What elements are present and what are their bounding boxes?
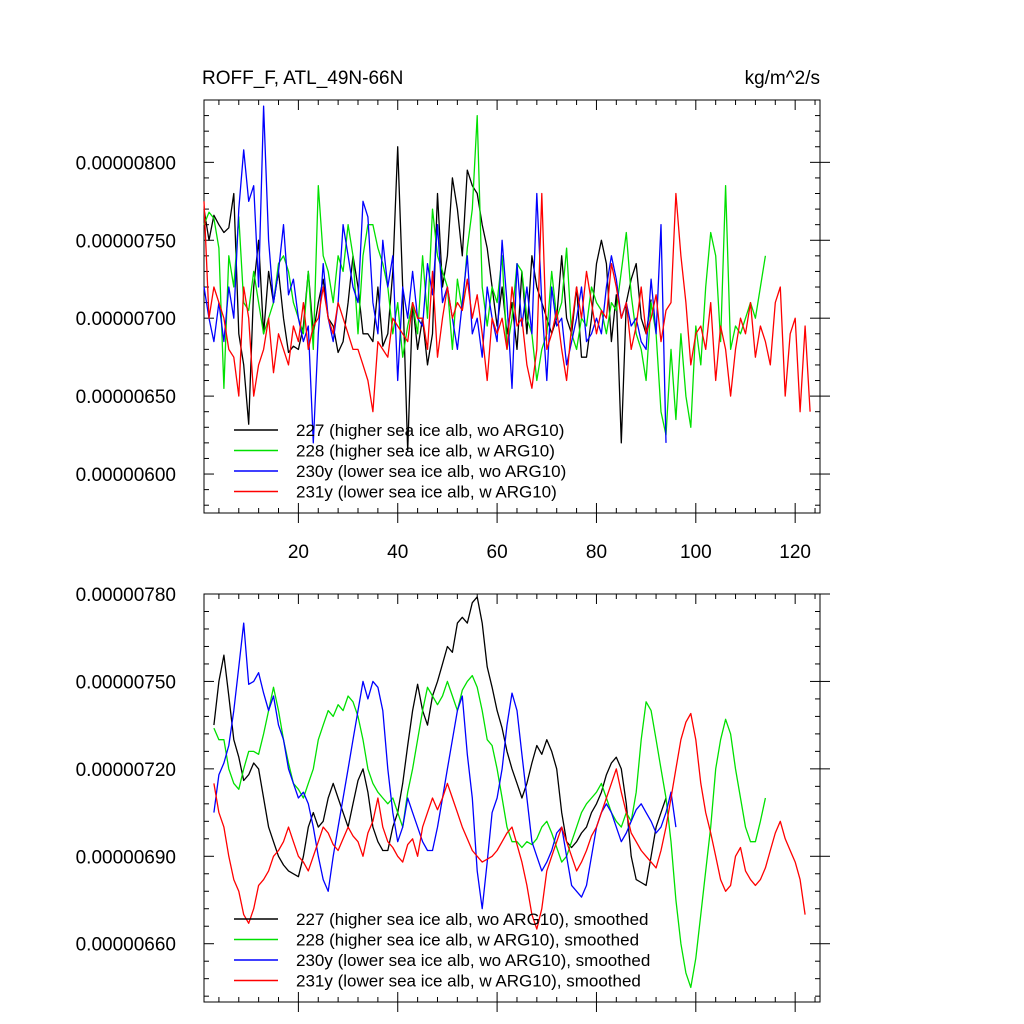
bottom-legend-label-0: 227 (higher sea ice alb, wo ARG10), smoo…	[296, 910, 648, 929]
top-y-tick-label: 0.00000650	[76, 387, 176, 408]
top-series-line-2	[203, 105, 667, 444]
bottom-plot-frame	[203, 593, 821, 1003]
bottom-legend-label-3: 231y (lower sea ice alb, w ARG10), smoot…	[296, 972, 641, 991]
top-x-tick-label: 40	[387, 542, 408, 563]
top-x-tick-label: 60	[487, 542, 508, 563]
top-series-line-3	[203, 192, 811, 413]
top-legend-label-3: 231y (lower sea ice alb, w ARG10)	[296, 483, 557, 502]
top-y-tick-label: 0.00000700	[76, 309, 176, 330]
chart-title-right: kg/m^2/s	[745, 68, 820, 89]
top-y-tick-label: 0.00000800	[76, 153, 176, 174]
top-y-tick-label: 0.00000750	[76, 231, 176, 252]
bottom-series-line-2	[213, 622, 677, 910]
top-panel: 20 40 60 80 100 120 0.00000600 0.00000650 0.0000…	[76, 99, 830, 563]
chart-title-left: ROFF_F, ATL_49N-66N	[202, 68, 403, 89]
top-y-tick-label: 0.00000600	[76, 465, 176, 486]
top-x-tick-label: 20	[288, 542, 309, 563]
bottom-series-line-3	[213, 712, 806, 930]
bottom-series-line-0	[213, 596, 667, 887]
top-x-tick-label: 100	[680, 542, 712, 563]
bottom-series-line-1	[213, 674, 767, 989]
bottom-y-tick-label: 0.00000660	[76, 935, 176, 956]
bottom-y-tick-label: 0.00000690	[76, 847, 176, 868]
top-legend-label-2: 230y (lower sea ice alb, wo ARG10)	[296, 462, 566, 481]
top-plot-frame	[203, 99, 821, 514]
top-legend-label-1: 228 (higher sea ice alb, w ARG10)	[296, 442, 555, 461]
top-x-tick-label: 120	[779, 542, 811, 563]
top-legend-label-0: 227 (higher sea ice alb, wo ARG10)	[296, 421, 564, 440]
top-x-tick-label: 80	[586, 542, 607, 563]
bottom-panel: 0.00000660 0.00000690 0.00000720 0.00000750…	[76, 585, 830, 1012]
bottom-y-tick-label: 0.00000780	[76, 585, 176, 606]
bottom-y-tick-label: 0.00000720	[76, 760, 176, 781]
bottom-y-tick-label: 0.00000750	[76, 672, 176, 693]
bottom-legend-label-1: 228 (higher sea ice alb, w ARG10), smoot…	[296, 931, 639, 950]
top-series-line-1	[203, 114, 767, 436]
bottom-legend-label-2: 230y (lower sea ice alb, wo ARG10), smoo…	[296, 951, 650, 970]
